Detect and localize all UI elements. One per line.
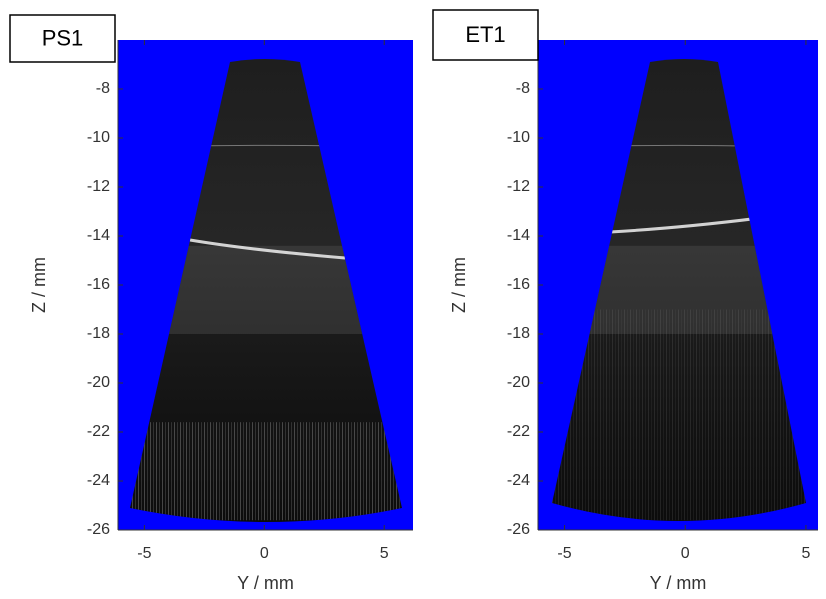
y-tick-label: -18 <box>507 325 530 342</box>
y-tick-label: -10 <box>87 129 110 146</box>
x-axis-label: Y / mm <box>237 573 294 593</box>
ultrasound-fan <box>130 59 402 522</box>
panel-label: PS1 <box>42 25 84 50</box>
bright-layer <box>609 216 761 234</box>
y-axis-label: Z / mm <box>449 257 469 313</box>
y-axis-label: Z / mm <box>29 257 49 313</box>
x-tick-label: -5 <box>137 545 151 562</box>
y-tick-label: -26 <box>87 521 110 538</box>
panel-label: ET1 <box>465 22 505 47</box>
panel-label-box <box>432 9 539 61</box>
y-tick-label: -22 <box>87 423 110 440</box>
y-tick-label: -24 <box>507 472 530 489</box>
y-tick-label: -8 <box>96 80 110 97</box>
y-tick-label: -14 <box>507 227 530 244</box>
y-tick-label: -10 <box>507 129 530 146</box>
y-tick-label: -16 <box>87 276 110 293</box>
y-tick-label: -24 <box>87 472 110 489</box>
panel-label-box <box>9 14 116 63</box>
bright-layer <box>189 238 346 260</box>
panel: -26 -24 -22 -20 -18 -16 -14 -12 -10 -8 -5 0 5 Y / mm Z… <box>432 9 818 593</box>
y-tick-label: -8 <box>516 80 530 97</box>
x-tick-label: 5 <box>801 545 810 562</box>
streak-band <box>130 422 402 521</box>
y-tick-label: -20 <box>507 374 530 391</box>
y-tick-label: -16 <box>507 276 530 293</box>
x-tick-label: 0 <box>260 545 269 562</box>
y-tick-label: -26 <box>507 521 530 538</box>
x-tick-label: 0 <box>681 545 690 562</box>
y-tick-label: -12 <box>507 178 530 195</box>
y-tick-label: -12 <box>87 178 110 195</box>
y-tick-label: -14 <box>87 227 110 244</box>
x-axis-label: Y / mm <box>650 573 707 593</box>
streak-band <box>552 309 806 521</box>
x-tick-label: -5 <box>557 545 571 562</box>
y-tick-label: -20 <box>87 374 110 391</box>
panel: -26 -24 -22 -20 -18 -16 -14 -12 -10 -8 -5 0 5 Y / mm Z… <box>9 14 413 593</box>
x-tick-label: 5 <box>380 545 389 562</box>
y-tick-label: -18 <box>87 325 110 342</box>
y-tick-label: -22 <box>507 423 530 440</box>
